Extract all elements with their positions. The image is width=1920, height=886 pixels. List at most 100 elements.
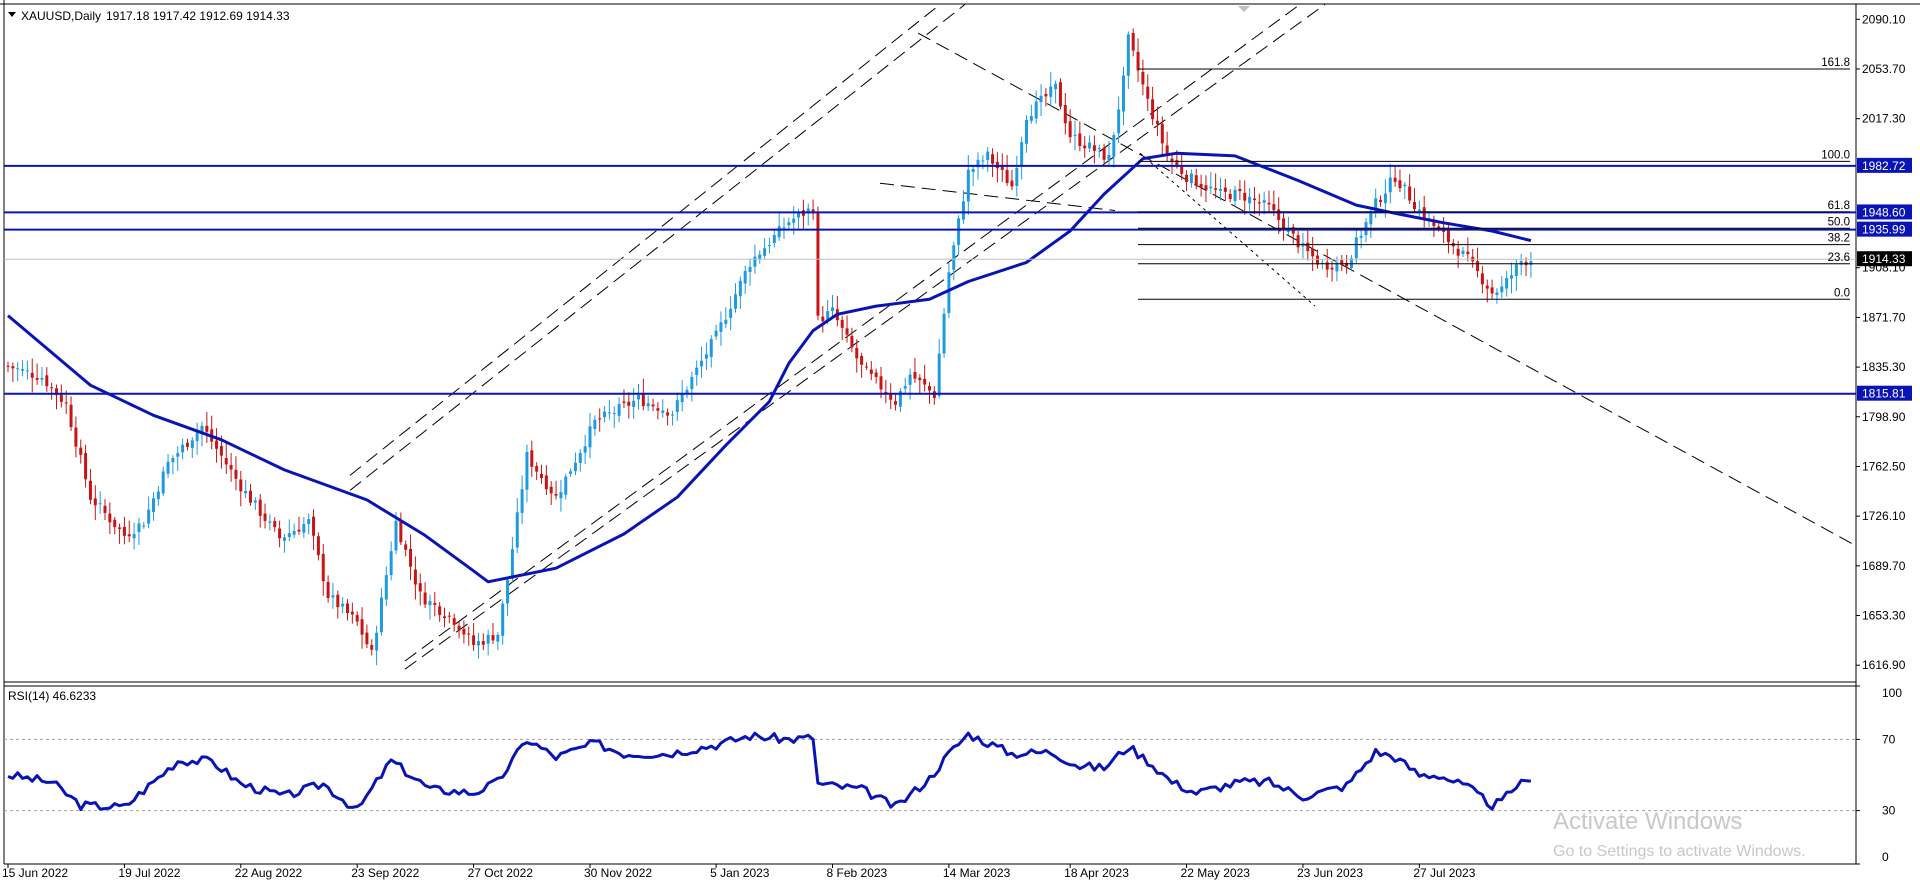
- candle-body: [1228, 193, 1232, 200]
- candle-body: [137, 523, 141, 533]
- candle-body: [1316, 255, 1319, 265]
- price-tick-label: 2053.70: [1862, 62, 1906, 76]
- candle-body: [341, 603, 345, 607]
- candle-body: [1058, 82, 1062, 107]
- candle-body: [1170, 158, 1174, 162]
- candle-body: [379, 597, 383, 633]
- candle-body: [1078, 133, 1082, 146]
- candle-body: [928, 386, 931, 391]
- candle-body: [152, 498, 155, 513]
- candle-body: [666, 412, 670, 416]
- candle-body: [244, 490, 248, 494]
- candle-body: [695, 367, 699, 375]
- candle-body: [646, 403, 650, 407]
- candle-body: [249, 490, 252, 503]
- price-badge: [1857, 251, 1912, 267]
- candle-body: [792, 218, 796, 223]
- triangle-down-icon[interactable]: [8, 12, 16, 17]
- candle-body: [976, 159, 980, 168]
- price-tick-label: 1726.10: [1862, 509, 1906, 523]
- price-tick-label: 1616.90: [1862, 658, 1906, 672]
- candle-body: [1505, 278, 1509, 289]
- candle-body: [55, 388, 58, 396]
- candle-body: [302, 524, 306, 533]
- candle-body: [103, 505, 107, 513]
- candle-body: [923, 378, 927, 385]
- price-badges: 1982.72 1948.60 1935.99 1815.81 1914.33: [1857, 157, 1912, 401]
- candle-body: [1243, 192, 1247, 201]
- candle-body: [908, 374, 912, 385]
- candle-body: [598, 418, 602, 420]
- candle-body: [637, 395, 640, 400]
- candle-body: [365, 632, 369, 645]
- candle-body: [894, 401, 898, 405]
- candle-body: [501, 603, 505, 636]
- fib-level-label: 61.8: [1828, 200, 1850, 212]
- candle-body: [127, 534, 131, 537]
- candle-body: [704, 354, 708, 359]
- candle-body: [423, 592, 427, 605]
- candle-body: [1485, 285, 1489, 289]
- price-axis: 2090.102053.702017.301908.101871.701835.…: [1856, 12, 1906, 672]
- candle-body: [1020, 142, 1024, 166]
- time-tick-label: 22 Aug 2022: [235, 866, 303, 880]
- candle-body: [147, 509, 151, 524]
- price-tick-label: 1835.30: [1862, 360, 1906, 374]
- candle-body: [219, 446, 223, 456]
- candle-body: [1189, 173, 1193, 184]
- candle-body: [874, 372, 878, 377]
- price-tick-label: 1689.70: [1862, 559, 1906, 573]
- candle-body: [88, 480, 92, 500]
- candle-body: [268, 521, 272, 523]
- candle-body: [913, 371, 917, 379]
- watermark-subtitle: Go to Settings to activate Windows.: [1553, 843, 1806, 860]
- candle-body: [389, 551, 393, 576]
- candle-body: [1417, 209, 1421, 211]
- candle-body: [481, 641, 485, 645]
- time-tick-label: 19 Jul 2022: [118, 866, 180, 880]
- candle-body: [1393, 177, 1397, 182]
- price-tick-label: 2090.10: [1862, 12, 1906, 26]
- price-drawings: [349, 4, 1853, 670]
- candle-body: [59, 393, 63, 402]
- candle-body: [734, 294, 737, 309]
- candle-body: [108, 513, 112, 523]
- candle-body: [443, 616, 446, 619]
- candle-body: [447, 615, 451, 617]
- candle-body: [903, 386, 907, 389]
- candle-body: [767, 245, 771, 247]
- candle-body: [1413, 202, 1416, 210]
- chart-shift-marker[interactable]: [1238, 6, 1250, 12]
- candle-body: [297, 529, 301, 532]
- channel-upper-inner: [349, 4, 966, 491]
- candle-body: [292, 531, 296, 535]
- candle-body: [181, 444, 185, 453]
- rsi-panel: RSI(14) 46.6233: [4, 689, 1856, 812]
- candle-body: [573, 462, 577, 472]
- candle-body: [418, 583, 422, 592]
- candle-body: [229, 465, 233, 470]
- candle-body: [1151, 99, 1155, 120]
- candle-body: [1306, 242, 1310, 252]
- candle-body: [981, 160, 985, 162]
- candle-body: [1180, 166, 1184, 174]
- candle-body: [1219, 189, 1222, 191]
- rsi-tick-label: 70: [1882, 732, 1896, 746]
- candle-body: [1155, 120, 1159, 124]
- candle-body: [84, 452, 88, 480]
- candle-body: [346, 603, 349, 614]
- ma-line: [7, 151, 1532, 584]
- candle-body: [491, 635, 495, 641]
- candle-body: [1160, 123, 1164, 144]
- candle-body: [321, 553, 325, 582]
- candle-body: [1311, 248, 1315, 257]
- time-tick-label: 15 Jun 2022: [2, 866, 68, 880]
- candle-body: [1131, 33, 1135, 51]
- candle-body: [578, 453, 582, 463]
- rsi-tick-label: 100: [1882, 686, 1902, 700]
- candle-body: [1068, 121, 1072, 138]
- candle-body: [1267, 202, 1271, 205]
- candle-body: [1257, 202, 1261, 204]
- candle-body: [1359, 235, 1363, 238]
